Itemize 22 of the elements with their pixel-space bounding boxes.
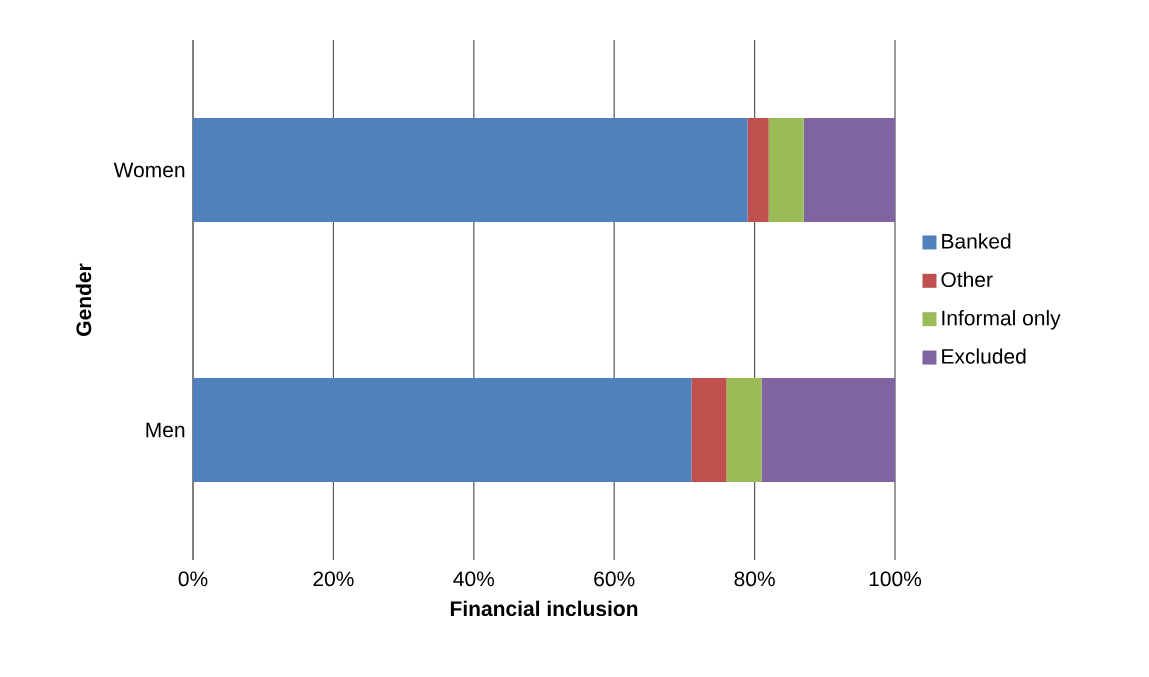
y-tick-label: Women	[113, 162, 185, 178]
bar	[193, 118, 748, 223]
x-axis-title: Financial inclusion	[450, 600, 638, 617]
legend-label: Informal only	[942, 310, 1061, 330]
bar	[761, 378, 896, 483]
y-axis-title: Gender	[75, 263, 92, 336]
x-tick-label: 0%	[178, 571, 208, 587]
x-tick-label: 80%	[734, 571, 775, 587]
y-tick-label: Men	[146, 422, 185, 438]
bar	[768, 118, 804, 223]
bar	[691, 378, 727, 483]
legend-label: Other	[941, 271, 993, 288]
x-tick-label: 20%	[313, 571, 354, 587]
legend-label: Excluded	[942, 348, 1026, 364]
x-tick-label: 40%	[453, 571, 495, 587]
x-tick-label: 60%	[594, 571, 635, 587]
x-tick-label: 100%	[869, 571, 922, 587]
bar	[803, 118, 896, 223]
bar	[726, 378, 762, 483]
bar	[193, 378, 692, 483]
bar	[747, 118, 769, 223]
legend-label: Banked	[942, 233, 1011, 249]
